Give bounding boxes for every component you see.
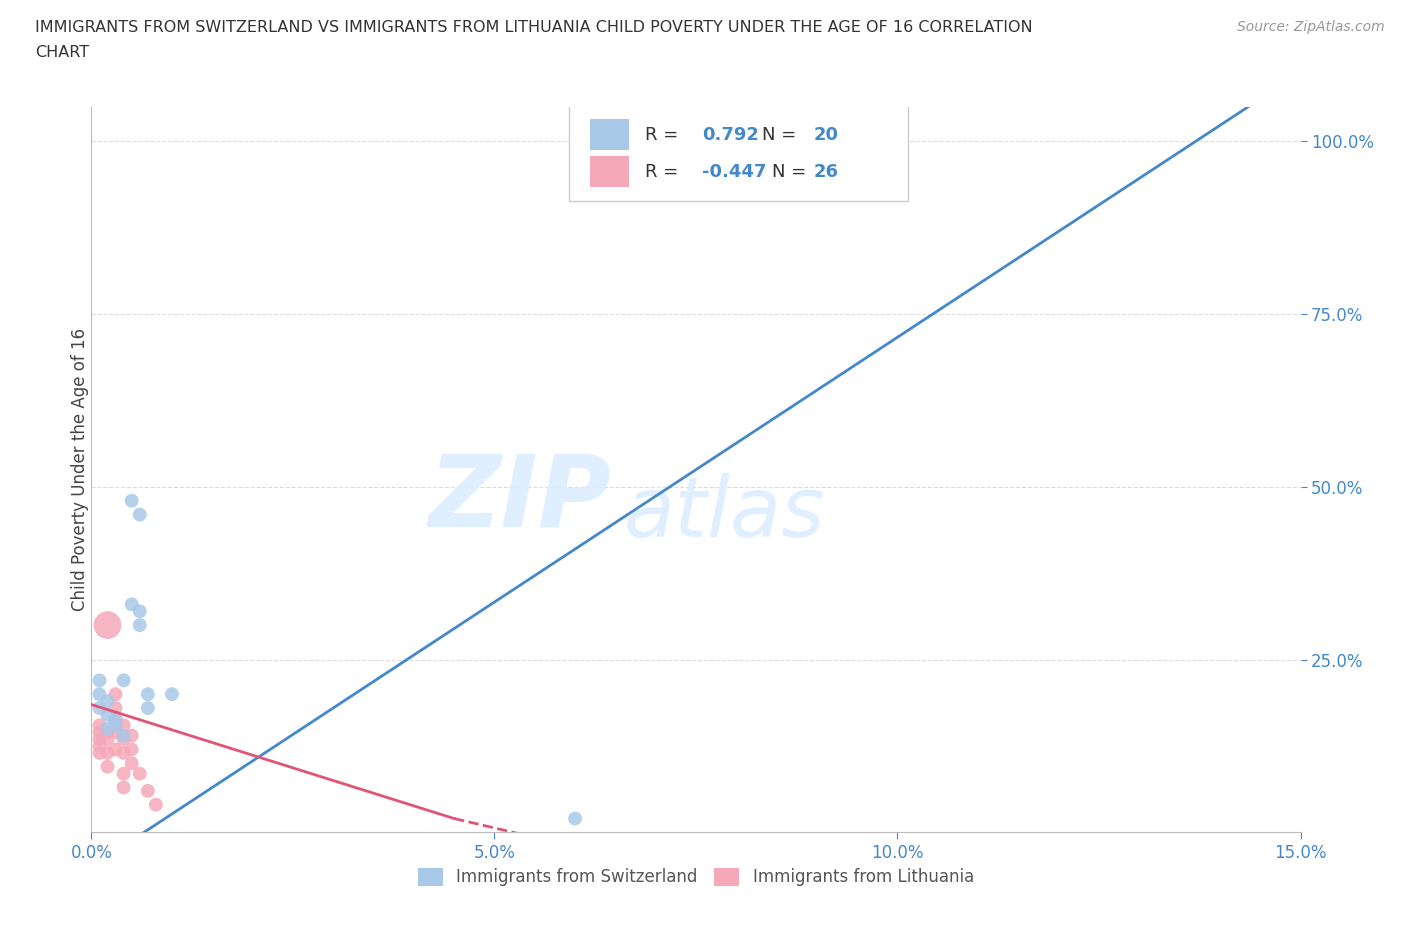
Point <box>96 708 118 723</box>
Point <box>121 742 143 757</box>
Point <box>112 780 135 795</box>
Point <box>564 811 586 826</box>
Legend: Immigrants from Switzerland, Immigrants from Lithuania: Immigrants from Switzerland, Immigrants … <box>412 861 980 893</box>
Point <box>89 746 111 761</box>
Text: N =: N = <box>772 163 813 180</box>
Text: atlas: atlas <box>623 472 825 553</box>
Point <box>112 732 135 747</box>
Point <box>96 724 118 739</box>
Point <box>112 673 135 688</box>
Point <box>96 746 118 761</box>
Point <box>89 673 111 688</box>
Point <box>96 722 118 737</box>
Text: IMMIGRANTS FROM SWITZERLAND VS IMMIGRANTS FROM LITHUANIA CHILD POVERTY UNDER THE: IMMIGRANTS FROM SWITZERLAND VS IMMIGRANT… <box>35 20 1033 35</box>
Point <box>128 507 150 522</box>
Bar <box>589 156 630 187</box>
Point <box>89 738 111 753</box>
Point <box>806 134 828 149</box>
Point <box>121 597 143 612</box>
Text: ZIP: ZIP <box>429 450 612 547</box>
Point <box>121 493 143 508</box>
Point <box>104 724 127 739</box>
Point <box>145 797 167 812</box>
Point <box>104 700 127 715</box>
Point <box>96 732 118 747</box>
Point <box>104 714 127 729</box>
Bar <box>589 119 630 150</box>
Point <box>89 700 111 715</box>
Point <box>112 718 135 733</box>
Point <box>112 746 135 761</box>
Point <box>136 783 159 798</box>
Point <box>128 766 150 781</box>
Point <box>121 728 143 743</box>
Point <box>89 732 111 747</box>
Point <box>136 700 159 715</box>
Y-axis label: Child Poverty Under the Age of 16: Child Poverty Under the Age of 16 <box>72 328 89 611</box>
Text: N =: N = <box>762 126 803 143</box>
Text: 26: 26 <box>813 163 838 180</box>
Point <box>96 759 118 774</box>
Point <box>104 711 127 725</box>
Point <box>112 766 135 781</box>
Point <box>104 718 127 733</box>
Point <box>96 694 118 709</box>
Point <box>89 724 111 739</box>
Point <box>121 756 143 771</box>
Point <box>112 728 135 743</box>
FancyBboxPatch shape <box>569 103 908 201</box>
Text: 0.792: 0.792 <box>702 126 759 143</box>
Point <box>128 618 150 632</box>
Text: CHART: CHART <box>35 45 89 60</box>
Point <box>96 618 118 632</box>
Text: -0.447: -0.447 <box>702 163 766 180</box>
Point <box>128 604 150 618</box>
Point <box>89 686 111 701</box>
Point <box>160 686 183 701</box>
Text: 20: 20 <box>813 126 838 143</box>
Point <box>89 718 111 733</box>
Point <box>104 742 127 757</box>
Text: Source: ZipAtlas.com: Source: ZipAtlas.com <box>1237 20 1385 34</box>
Text: R =: R = <box>645 126 685 143</box>
Point <box>104 686 127 701</box>
Point <box>136 686 159 701</box>
Text: R =: R = <box>645 163 685 180</box>
